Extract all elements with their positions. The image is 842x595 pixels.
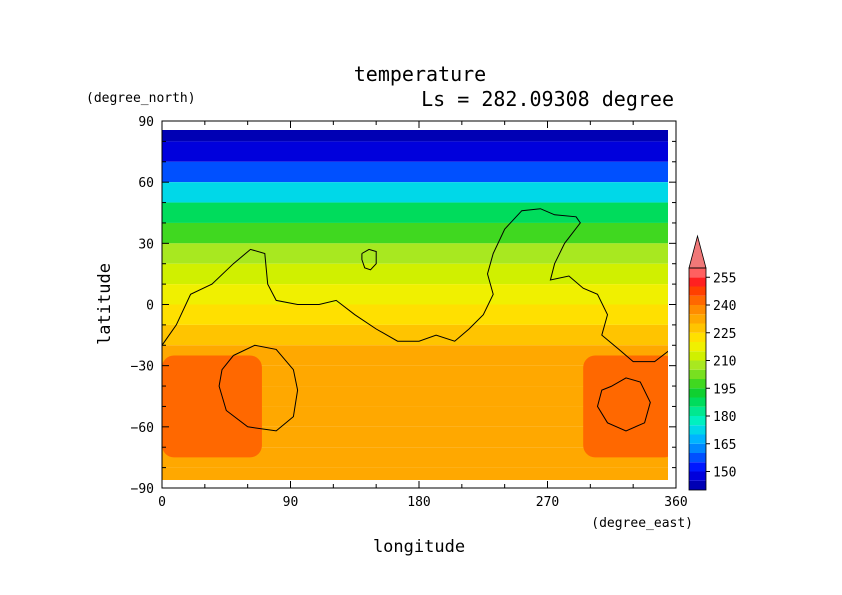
temperature-field [162,130,668,480]
chart-title: temperature [354,62,486,86]
x-tick-label: 90 [283,495,299,510]
colorbar-segment [689,305,706,315]
colorbar-segment [689,397,706,407]
temperature-band [162,222,668,244]
colorbar-frame [688,267,707,491]
colorbar-segment [689,360,706,370]
colorbar-segment [689,295,706,305]
colorbar-segment [689,332,706,342]
temperature-band [162,182,668,203]
colorbar-label: 255 [713,271,736,286]
colorbar-segment [689,416,706,426]
y-tick-label: −30 [131,360,154,375]
colorbar-label: 195 [713,382,736,397]
colorbar-segment [689,388,706,398]
y-tick-label: 90 [138,115,154,130]
colorbar-label: 210 [713,355,736,370]
temperature-band [162,447,668,468]
chart-subtitle: Ls = 282.09308 degree [421,87,674,111]
y-tick-label: 0 [146,299,154,314]
x-axis-ticks: 0 90 180 270 360 [158,121,688,510]
colorbar-segment [689,277,706,287]
topography-contours [162,208,668,432]
colorbar-segment [689,443,706,453]
y-tick-label: 30 [138,237,154,252]
colorbar-label: 165 [713,438,736,453]
temperature-band [162,406,668,427]
colorbar-segment [689,314,706,324]
y-tick-label: −60 [131,421,154,436]
colorbar-segment [689,480,706,490]
colorbar-segment [689,379,706,389]
small-island [361,248,377,271]
temperature-band [162,365,668,387]
temperature-band [162,284,668,305]
y-tick-label: −90 [131,482,154,497]
x-tick-label: 270 [536,495,559,510]
temperature-band [162,324,668,346]
colorbar-label: 240 [713,299,736,314]
y-tick-label: 60 [138,176,154,191]
crater-south-west [218,344,299,432]
y-axis-ticks: 90 60 30 0 −30 −60 −90 [131,115,676,497]
temperature-band [162,467,668,480]
temperature-band [162,304,668,325]
x-unit-label: (degree_east) [591,516,693,531]
colorbar-segment [689,286,706,296]
warm-region [162,355,262,458]
colorbar-segment [689,425,706,435]
colorbar-label: 150 [713,466,736,481]
y-axis-label: latitude [95,263,115,345]
colorbar-segment [689,342,706,352]
x-tick-label: 0 [158,495,166,510]
temperature-band [162,141,668,162]
colorbar-segment [689,369,706,379]
temperature-band [162,161,668,183]
crater-south-east [596,377,651,432]
colorbar-segment [689,323,706,333]
continent-outline [162,208,668,363]
temperature-band [162,130,668,142]
warm-region [583,355,668,458]
temperature-band [162,202,668,223]
x-tick-label: 180 [407,495,430,510]
colorbar-label: 225 [713,327,736,342]
temperature-band [162,243,668,264]
temperature-band [162,345,668,366]
temperature-band [162,426,668,448]
colorbar: 255 240 225 210 195 180 165 150 [688,234,736,491]
colorbar-segment [689,462,706,472]
x-tick-label: 360 [664,495,687,510]
colorbar-label: 180 [713,410,736,425]
colorbar-segment [689,434,706,444]
colorbar-segment [689,351,706,361]
temperature-band [162,386,668,407]
colorbar-segment [689,406,706,416]
temperature-band [162,263,668,285]
colorbar-segment [689,471,706,481]
x-axis-label: longitude [373,537,465,557]
y-unit-label: (degree_north) [86,91,196,106]
colorbar-segment [689,453,706,463]
colorbar-overflow-arrow [688,234,707,269]
colorbar-segment [689,268,706,278]
